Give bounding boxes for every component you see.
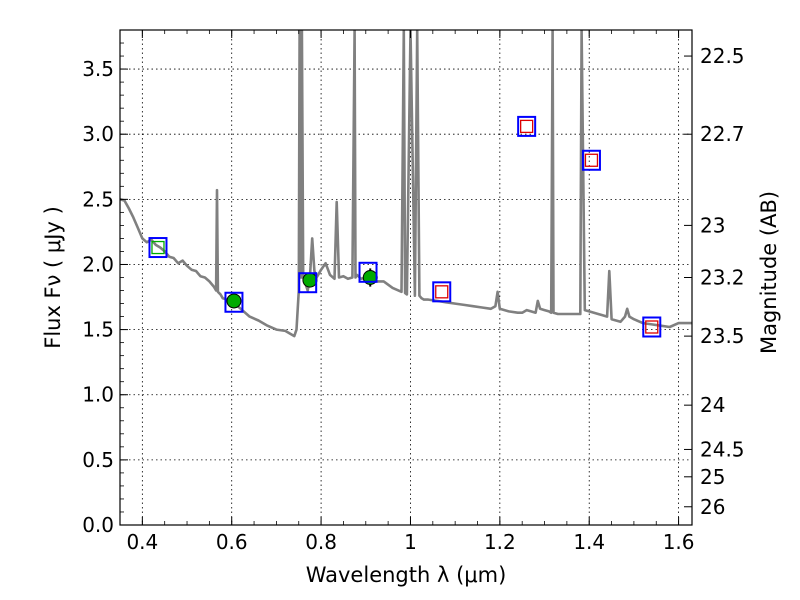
x-tick-label: 1.4 (573, 530, 605, 554)
y-right-tick-label: 23.5 (700, 324, 745, 348)
y-right-axis-title: Magnitude (AB) (757, 191, 781, 354)
inner-square-marker (520, 119, 534, 134)
model-square-marker (517, 115, 537, 137)
y-tick-label: 0.5 (82, 448, 114, 472)
model-square-marker (581, 149, 601, 171)
x-tick-label: 0.8 (305, 530, 337, 554)
model-square-marker (148, 237, 168, 259)
y-tick-label: 2.0 (82, 252, 114, 276)
spectrum-line (120, 30, 692, 338)
y-right-tick-label: 23 (700, 213, 725, 237)
x-tick-label: 1.6 (663, 530, 695, 554)
y-right-tick-label: 26 (700, 495, 725, 519)
y-axis-title: Flux Fν ( μJy ) (41, 206, 65, 349)
photometry-point (302, 272, 318, 288)
model-square-marker (432, 281, 452, 303)
y-right-tick-label: 24.5 (700, 437, 745, 461)
x-tick-label: 0.4 (126, 530, 158, 554)
y-tick-label: 1.0 (82, 383, 114, 407)
model-square-marker (642, 316, 662, 338)
inner-square-marker (584, 153, 599, 167)
y-tick-label: 1.5 (82, 318, 114, 342)
inner-square-marker (645, 320, 659, 334)
x-tick-label: 0.6 (216, 530, 248, 554)
y-tick-label: 3.5 (82, 57, 114, 81)
model-square-marker (298, 272, 318, 294)
model-square-marker (358, 261, 378, 283)
data-layer (120, 30, 692, 338)
y-right-tick-label: 24 (700, 393, 725, 417)
y-right-tick-label: 22.5 (700, 44, 745, 68)
inner-square-marker (435, 285, 449, 299)
inner-square-marker (151, 240, 165, 255)
y-tick-label: 2.5 (82, 187, 114, 211)
x-tick-label: 1 (404, 530, 417, 554)
x-tick-label: 1.2 (484, 530, 516, 554)
y-tick-label: 0.0 (82, 513, 114, 537)
photometry-point (226, 293, 242, 309)
y-right-tick-label: 25 (700, 465, 725, 489)
tick-layer: 0.4 0.6 0.8 1 1.2 1.4 1.6 0.0 0.5 1.0 1.5 2.0 2.5 3.0… (82, 30, 745, 554)
y-tick-label: 3.0 (82, 122, 114, 146)
y-right-tick-label: 22.7 (700, 122, 745, 146)
model-square-marker (224, 291, 244, 313)
x-axis-title: Wavelength λ (μm) (306, 563, 507, 587)
y-right-tick-label: 23.2 (700, 266, 745, 290)
